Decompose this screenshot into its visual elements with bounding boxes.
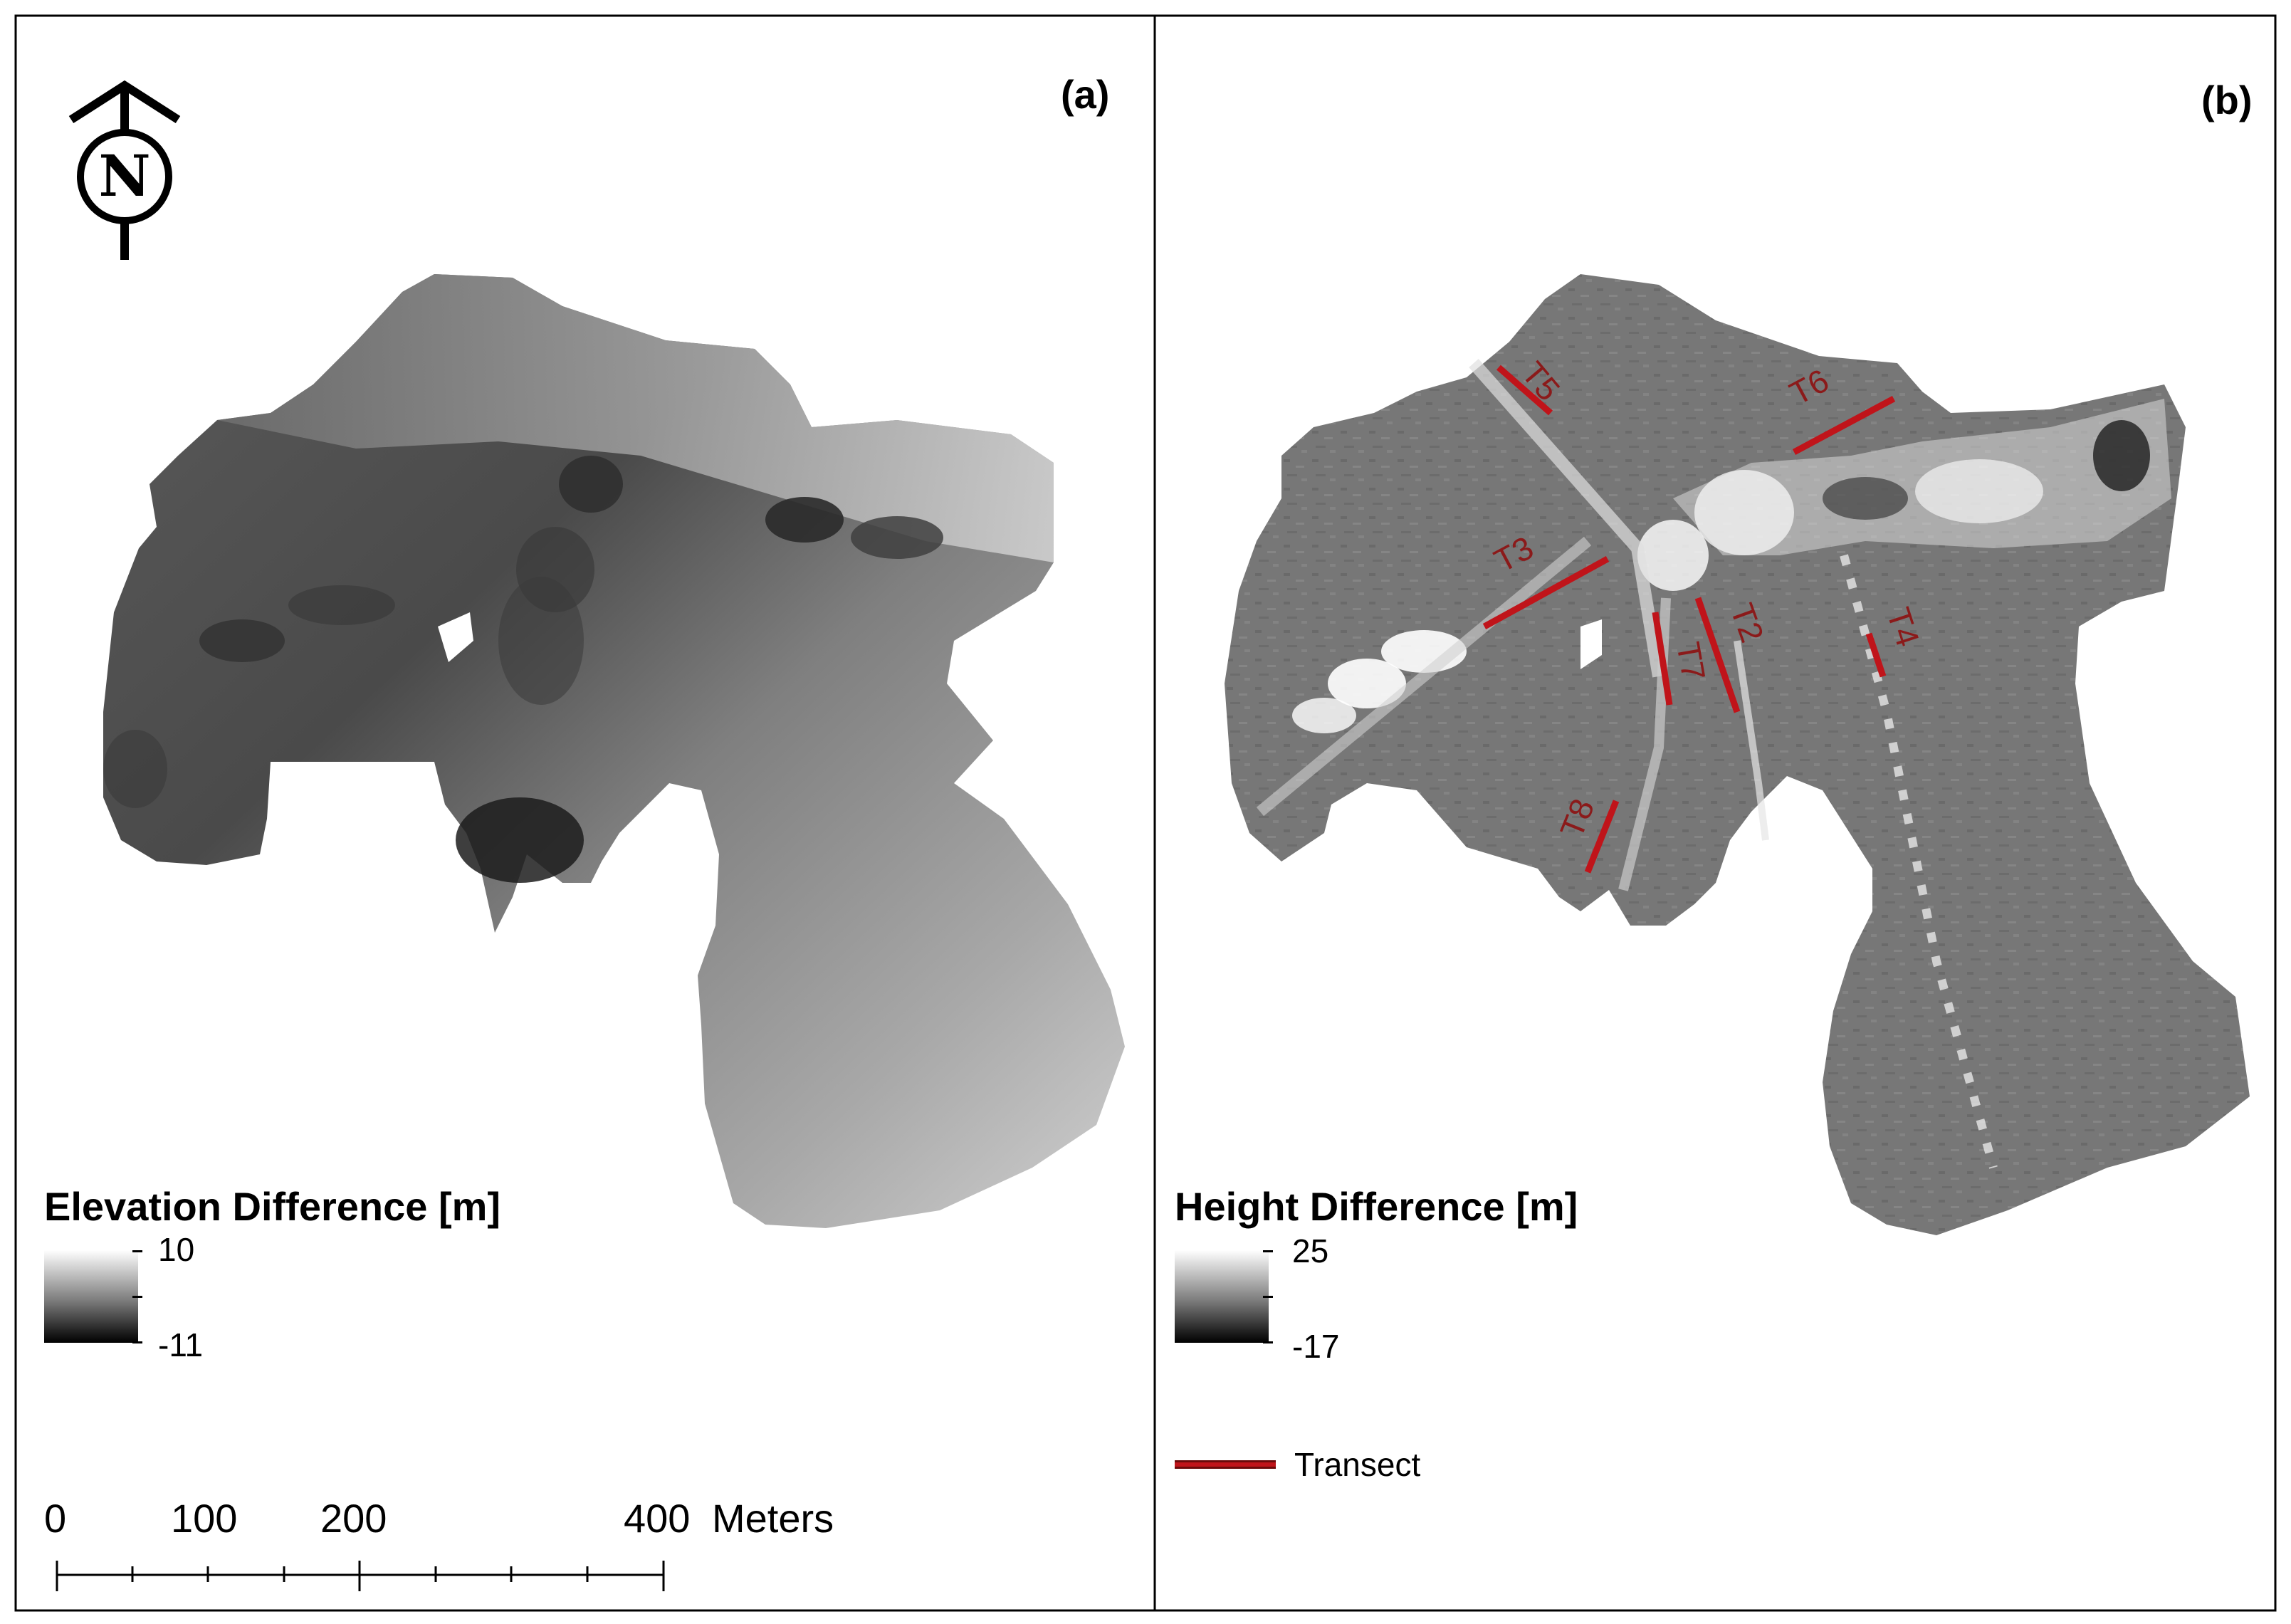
transect-T7-line	[1652, 612, 1673, 706]
scale-bar	[56, 1561, 665, 1591]
scale-label-400: 400	[624, 1496, 691, 1541]
transect-T3-line	[1482, 556, 1610, 629]
figure-frame	[14, 14, 2277, 1612]
ramp-tick	[1263, 1250, 1273, 1252]
scale-label-200: 200	[320, 1496, 387, 1541]
ramp-tick	[132, 1341, 142, 1343]
transect-T8-line	[1584, 800, 1620, 874]
ramp-tick	[132, 1296, 142, 1298]
ramp-tick	[132, 1250, 142, 1252]
ramp-tick	[1263, 1296, 1273, 1298]
legend-max-height: 25	[1292, 1232, 1329, 1269]
scale-label-0: 0	[44, 1496, 67, 1541]
transect-lines	[1482, 365, 1896, 874]
scale-unit: Meters	[712, 1496, 834, 1541]
panel-label-b: (b)	[2201, 78, 2253, 122]
elevation-difference-raster	[103, 274, 1125, 1228]
north-letter: N	[98, 142, 150, 209]
legend-min-height: -17	[1292, 1328, 1340, 1365]
elevation-color-ramp	[44, 1250, 138, 1343]
transect-legend-label: Transect	[1294, 1446, 1421, 1483]
transect-T2-line	[1694, 597, 1741, 713]
ramp-tick	[1263, 1341, 1273, 1343]
legend-title-height: Height Difference [m]	[1175, 1184, 1578, 1229]
legend-min-elevation: -11	[158, 1326, 204, 1363]
panel-label-a: (a)	[1061, 72, 1110, 117]
height-color-ramp	[1175, 1250, 1269, 1343]
scale-label-100: 100	[171, 1496, 238, 1541]
transect-T5-line	[1496, 365, 1553, 416]
transect-T6-line	[1792, 396, 1896, 455]
legend-max-elevation: 10	[158, 1231, 195, 1268]
height-difference-raster	[1225, 274, 2250, 1235]
transect-T4-line	[1865, 632, 1887, 678]
north-arrow-icon: N	[68, 80, 181, 260]
transect-label-T7: T7	[1669, 639, 1713, 683]
legend-title-elevation: Elevation Difference [m]	[44, 1184, 501, 1229]
